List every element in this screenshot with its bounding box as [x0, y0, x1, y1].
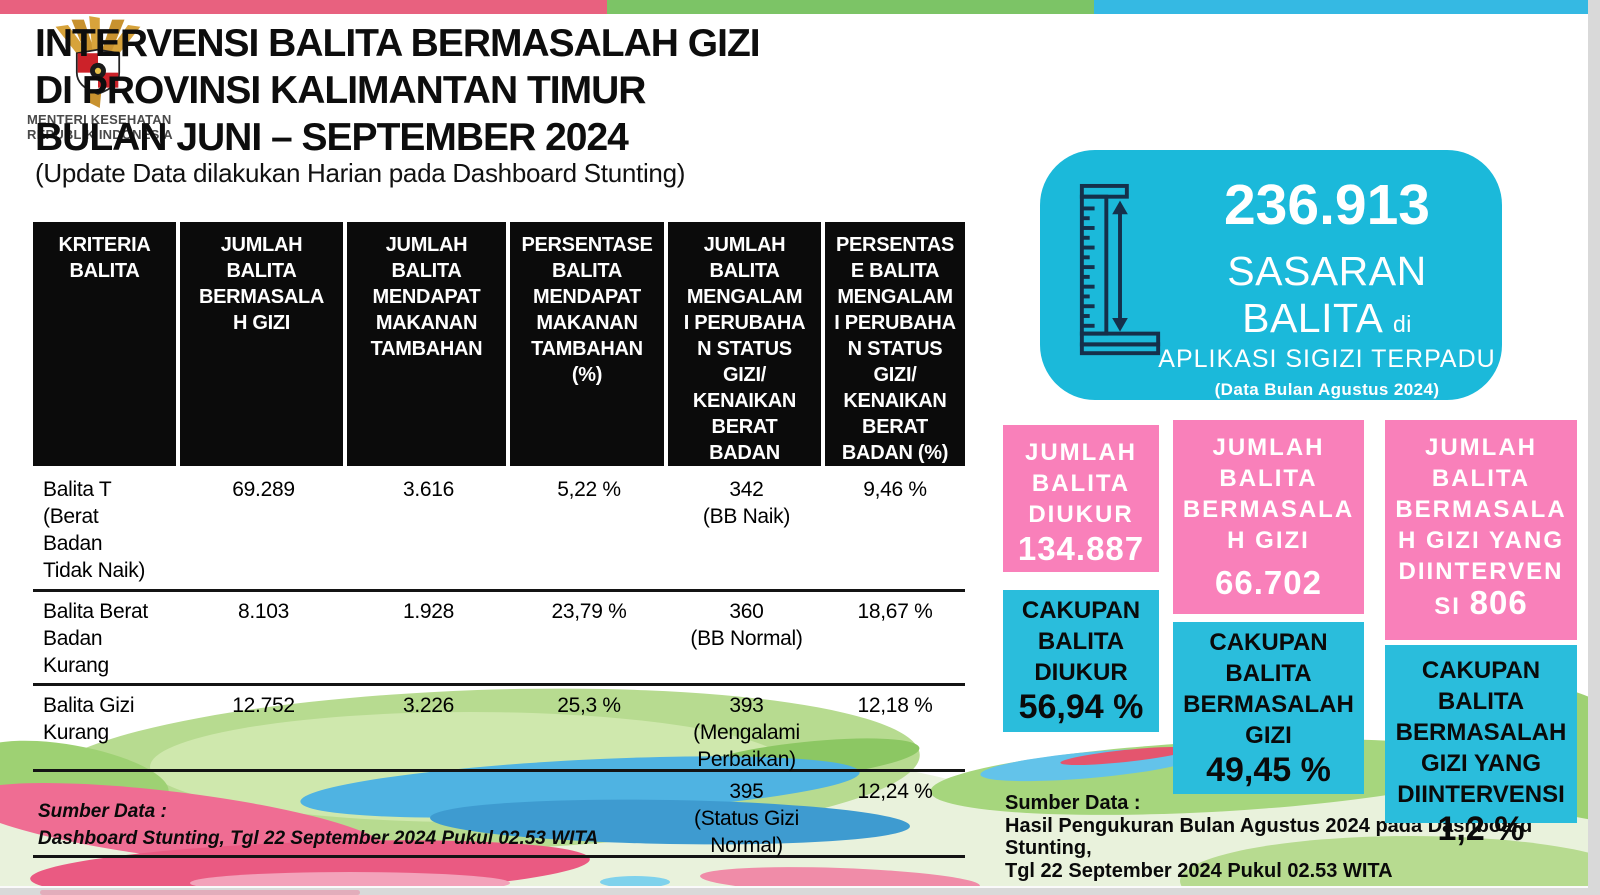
column-header-persentase-perubahan-status: PERSENTAS E BALITA MENGALAM I PERUBAHA N… — [825, 222, 965, 466]
top-bar-cyan-segment — [1094, 0, 1588, 14]
column-header-kriteria-balita: KRITERIA BALITA — [33, 222, 180, 466]
slide-title: INTERVENSI BALITA BERMASALAH GIZI DI PRO… — [35, 20, 761, 161]
source-note-left: Sumber Data : Dashboard Stunting, Tgl 22… — [38, 798, 598, 852]
title-line-2: DI PROVINSI KALIMANTAN TIMUR — [35, 69, 646, 112]
column-header-jumlah-makanan-tambahan: JUMLAH BALITA MENDAPAT MAKANAN TAMBAHAN — [347, 222, 510, 466]
table-cell: 3.226 — [402, 694, 455, 717]
table-cell: 9,46 % — [863, 478, 927, 501]
stat-label: JUMLAH BALITA BERMASALAH GIZI — [1182, 434, 1355, 554]
height-ruler-icon — [1079, 183, 1161, 356]
hero-app-line: APLIKASI SIGIZI TERPADU — [1158, 345, 1496, 373]
stat-value: 806 — [1469, 584, 1528, 621]
table-cell: 18,67 % — [857, 600, 933, 623]
stat-card-jumlah-balita-diukur: JUMLAH BALITA DIUKUR 134.887 — [1003, 425, 1159, 572]
slide-subtitle: (Update Data dilakukan Harian pada Dashb… — [35, 158, 686, 188]
brush-stroke — [600, 876, 670, 886]
table-row: 395 (Status Gizi Normal) 12,24 % — [33, 772, 965, 858]
source-note-right: Sumber Data : Hasil Pengukuran Bulan Agu… — [1005, 792, 1565, 882]
stat-value: 56,94 % — [1018, 688, 1144, 726]
top-bar-green-segment — [607, 0, 1094, 14]
sasaran-balita-card: 236.913 SASARAN BALITA di APLIKASI SIGIZ… — [1040, 150, 1502, 400]
garuda-icon — [55, 16, 141, 108]
source-right-line3: Tgl 22 September 2024 Pukul 02.53 WITA — [1005, 859, 1393, 882]
column-header-jumlah-bermasalah-gizi: JUMLAH BALITA BERMASALA H GIZI — [180, 222, 347, 466]
stat-value: 1,2 % — [1437, 810, 1525, 848]
table-cell: 393 (Mengalami Perbaikan) — [693, 694, 800, 771]
table-cell: Balita Berat Badan Kurang — [43, 600, 148, 677]
stat-card-jumlah-balita-bermasalah-gizi: JUMLAH BALITA BERMASALAH GIZI 66.702 — [1173, 420, 1364, 614]
top-bar-pink-segment — [0, 0, 607, 14]
hero-data-note: (Data Bulan Agustus 2024) — [1214, 380, 1440, 399]
column-header-persentase-makanan-tambahan: PERSENTASE BALITA MENDAPAT MAKANAN TAMBA… — [510, 222, 668, 466]
stat-label: CAKUPAN BALITA BERMASALAH GIZI — [1183, 628, 1354, 749]
source-left-detail: Dashboard Stunting, Tgl 22 September 202… — [38, 828, 599, 849]
table-cell: 12.752 — [232, 694, 295, 717]
table-cell: 3.616 — [402, 478, 455, 501]
stat-label: CAKUPAN BALITA DIUKUR — [1021, 597, 1141, 686]
brush-stroke — [190, 872, 510, 886]
table-cell: 342 (BB Naik) — [702, 478, 791, 528]
table-cell: 8.103 — [237, 600, 290, 623]
hero-title-text: SASARAN BALITA — [1227, 248, 1427, 341]
stat-label: JUMLAH BALITA BERMASALAH GIZI YANG DIINT… — [1395, 434, 1567, 620]
table-row: Balita T (Berat Badan Tidak Naik) 69.289… — [33, 470, 965, 592]
source-right-line2: Stunting, — [1005, 837, 1092, 859]
title-line-1: INTERVENSI BALITA BERMASALAH GIZI — [35, 22, 761, 65]
intervention-table: KRITERIA BALITA JUMLAH BALITA BERMASALA … — [33, 222, 965, 858]
source-left-label: Sumber Data : — [38, 801, 167, 822]
table-cell: 12,24 % — [857, 780, 933, 803]
sasaran-balita-value: 236.913 — [1223, 173, 1431, 237]
table-cell: 23,79 % — [551, 600, 627, 623]
stat-card-cakupan-diintervensi: CAKUPAN BALITA BERMASALAH GIZI YANG DIIN… — [1385, 645, 1577, 848]
table-cell: 5,22 % — [557, 478, 621, 501]
table-header-row: KRITERIA BALITA JUMLAH BALITA BERMASALA … — [33, 222, 965, 466]
stat-card-cakupan-bermasalah-gizi: CAKUPAN BALITA BERMASALAH GIZI 49,45 % — [1173, 622, 1364, 794]
table-cell: 1.928 — [402, 600, 455, 623]
garuda-pancasila-logo — [45, 14, 151, 126]
stat-label: JUMLAH BALITA DIUKUR — [1025, 439, 1137, 528]
title-line-3: BULAN JUNI – SEPTEMBER 2024 — [35, 116, 629, 159]
stat-card-jumlah-balita-diintervensi: JUMLAH BALITA BERMASALAH GIZI YANG DIINT… — [1385, 420, 1577, 640]
next-slide-peek — [40, 890, 360, 895]
table-cell: Balita Gizi Kurang — [43, 694, 135, 744]
table-row: Balita Berat Badan Kurang 8.103 1.928 23… — [33, 592, 965, 686]
table-row: Balita Gizi Kurang 12.752 3.226 25,3 % 3… — [33, 686, 965, 772]
column-header-jumlah-perubahan-status: JUMLAH BALITA MENGALAM I PERUBAHA N STAT… — [668, 222, 825, 466]
table-cell: 69.289 — [232, 478, 295, 501]
stat-label: CAKUPAN BALITA BERMASALAH GIZI YANG DIIN… — [1395, 657, 1567, 808]
slide-bottom-edge — [0, 886, 1588, 888]
stat-value: 66.702 — [1215, 564, 1322, 601]
hero-title-suffix: di — [1392, 311, 1412, 337]
table-cell: 12,18 % — [857, 694, 933, 717]
table-cell: Balita T (Berat Badan Tidak Naik) — [43, 478, 146, 582]
source-right-label: Sumber Data : — [1005, 792, 1141, 814]
table-cell: 395 (Status Gizi Normal) — [694, 780, 799, 857]
table-body: Balita T (Berat Badan Tidak Naik) 69.289… — [33, 470, 965, 858]
stat-value: 134.887 — [1017, 530, 1145, 567]
table-cell: 360 (BB Normal) — [690, 600, 803, 650]
sasaran-balita-title: SASARAN BALITA di — [1040, 248, 1502, 342]
stat-value: 49,45 % — [1206, 750, 1331, 789]
stat-card-cakupan-balita-diukur: CAKUPAN BALITA DIUKUR 56,94 % — [1003, 590, 1159, 732]
table-cell: 25,3 % — [557, 694, 621, 717]
ministry-label: MENTERI KESEHATAN REPUBLIK INDONESIA — [27, 112, 173, 142]
